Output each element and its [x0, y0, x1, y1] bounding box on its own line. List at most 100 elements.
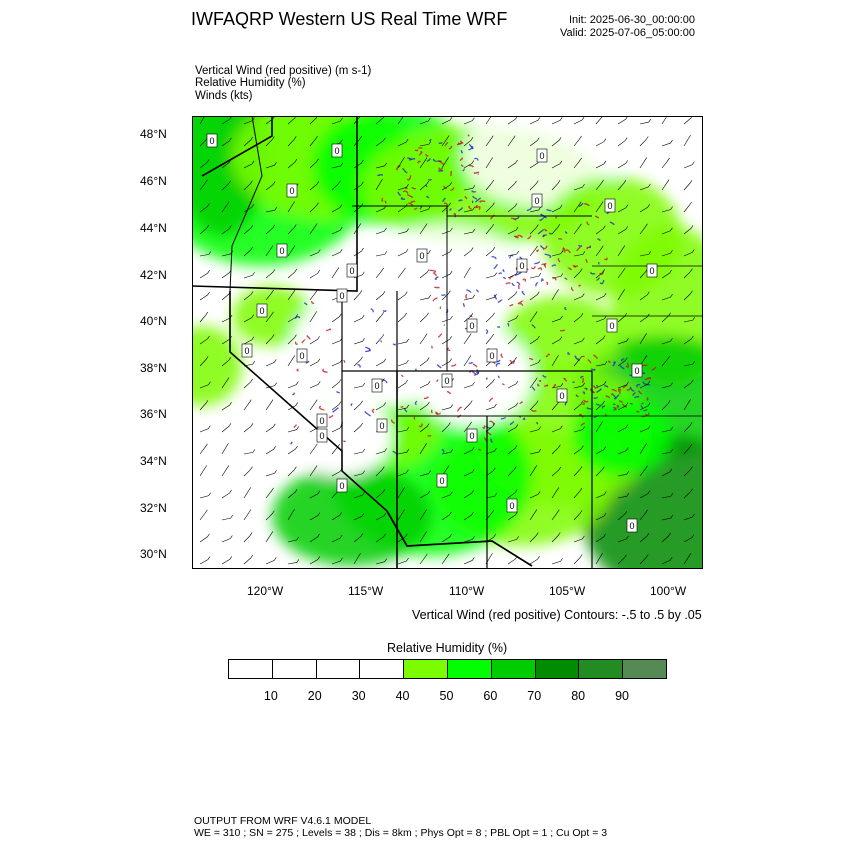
wind-barb — [221, 201, 230, 213]
contour-zero-label: 0 — [646, 263, 658, 278]
contour-zero-label: 0 — [256, 303, 268, 318]
contour-zero-label: 0 — [296, 348, 308, 363]
wind-barb — [419, 180, 430, 191]
colorbar-tick-label: 10 — [263, 689, 278, 703]
init-time: Init: 2025-06-30_00:00:00 — [569, 14, 695, 26]
vertical-wind-contour — [536, 249, 540, 252]
svg-text:0: 0 — [374, 381, 379, 391]
svg-text:0: 0 — [279, 246, 284, 256]
weather-map: 0 0 0 0 0 0 0 0 0 0 0 0 0 0 0 0 0 0 0 0 0 0 0 0 0 0 0 0 0 0 — [192, 116, 703, 569]
vertical-wind-contour — [574, 355, 578, 360]
vertical-wind-contour — [479, 200, 486, 203]
wind-barb — [199, 311, 209, 323]
wind-barb — [683, 161, 695, 169]
vertical-wind-contour — [432, 158, 437, 163]
wind-barb — [375, 448, 387, 455]
wind-barb — [397, 449, 410, 455]
wind-barb — [595, 245, 604, 257]
vertical-wind-contour — [434, 276, 439, 280]
vertical-wind-contour — [328, 414, 334, 419]
wind-barb — [287, 159, 298, 169]
wind-barb — [683, 316, 696, 323]
wind-barb — [419, 357, 430, 367]
vertical-wind-contour — [446, 347, 451, 352]
lon-tick-label: 100°W — [650, 584, 687, 598]
wind-barb — [595, 116, 603, 125]
wind-barb — [573, 426, 585, 433]
wind-barb — [331, 313, 342, 323]
vertical-wind-contour — [430, 409, 433, 414]
vertical-wind-contour — [582, 391, 586, 395]
colorbar-segment — [623, 660, 666, 678]
vertical-wind-contour — [512, 360, 515, 365]
wind-barb — [683, 444, 693, 455]
vertical-wind-contour — [509, 421, 515, 426]
vertical-wind-contour — [496, 326, 501, 328]
wind-barb — [353, 422, 363, 433]
vertical-wind-contour — [459, 157, 464, 162]
wind-barb — [507, 380, 519, 389]
contour-zero-label: 0 — [606, 318, 618, 333]
wind-barb — [683, 290, 693, 301]
wind-barb — [243, 399, 252, 411]
vertical-wind-contour — [451, 363, 457, 367]
vertical-wind-contour — [406, 193, 414, 198]
vertical-wind-contour — [510, 217, 517, 221]
vertical-wind-contour — [632, 392, 636, 396]
wind-barb — [485, 333, 494, 345]
vertical-wind-contour — [590, 368, 596, 371]
vertical-wind-contour — [500, 416, 506, 420]
vertical-wind-contour — [418, 151, 423, 156]
vertical-wind-contour — [599, 280, 605, 285]
vertical-wind-contour — [567, 351, 571, 355]
wind-barb — [617, 338, 629, 345]
contour-zero-label: 0 — [466, 318, 478, 333]
wind-barb — [265, 224, 276, 235]
wind-barb — [661, 227, 673, 235]
colorbar-tick-label: 40 — [395, 689, 410, 703]
vertical-wind-contour — [570, 286, 574, 292]
wind-barb — [221, 116, 232, 125]
wind-barb — [551, 383, 564, 389]
wind-barb — [419, 157, 428, 169]
wind-barb — [463, 536, 475, 543]
wind-barb — [375, 466, 385, 477]
vertical-wind-contour — [530, 266, 536, 270]
vertical-wind-contour — [427, 178, 432, 181]
contour-zero-label: 0 — [531, 193, 543, 208]
svg-text:0: 0 — [334, 146, 339, 156]
wind-barb — [243, 224, 254, 235]
vertical-wind-contour — [517, 300, 524, 305]
humidity-colorbar — [228, 659, 667, 679]
wind-barb — [199, 509, 208, 521]
wind-barb — [683, 513, 695, 521]
wind-barb — [683, 180, 693, 191]
vertical-wind-contour — [539, 215, 546, 222]
wind-barb — [287, 466, 297, 477]
vertical-wind-contour — [587, 359, 592, 364]
wind-barb — [661, 532, 671, 543]
wind-barb — [419, 470, 431, 477]
wind-barb — [573, 382, 585, 389]
contour-labels: 0 0 0 0 0 0 0 0 0 0 0 0 0 0 0 0 0 0 0 0 0 0 0 0 0 0 0 0 0 0 — [206, 133, 658, 533]
vertical-wind-contour — [590, 389, 594, 394]
wind-barb — [551, 336, 563, 345]
vertical-wind-contour — [542, 234, 547, 238]
wind-barb — [441, 270, 453, 279]
wind-barb — [683, 335, 694, 345]
colorbar-segment — [447, 660, 492, 678]
vertical-wind-contour — [519, 302, 524, 306]
wind-barb — [397, 557, 409, 565]
vertical-wind-contour — [453, 213, 457, 218]
wind-barb — [397, 379, 408, 389]
wind-barb — [529, 400, 539, 411]
wind-barb — [397, 359, 409, 367]
vertical-wind-contour — [572, 264, 578, 268]
vertical-wind-contour — [551, 264, 557, 267]
vertical-wind-contour — [417, 160, 421, 164]
wind-barb — [331, 249, 343, 257]
vertical-wind-contour — [584, 203, 590, 207]
vertical-wind-contour — [552, 383, 557, 389]
vertical-wind-contour — [400, 405, 404, 408]
vertical-wind-contour — [498, 272, 503, 275]
